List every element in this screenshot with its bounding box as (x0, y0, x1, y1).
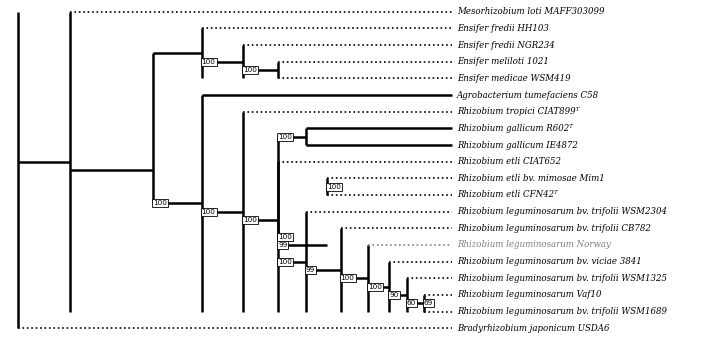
Text: 100: 100 (278, 259, 292, 265)
Text: Rhizobium gallicum R602ᵀ: Rhizobium gallicum R602ᵀ (457, 124, 573, 133)
Text: Rhizobium leguminosarum Vaf10: Rhizobium leguminosarum Vaf10 (457, 290, 601, 300)
Text: 60: 60 (407, 300, 416, 306)
Text: 100: 100 (278, 234, 292, 240)
Text: 100: 100 (369, 284, 382, 290)
Text: 100: 100 (201, 59, 216, 65)
Text: 90: 90 (389, 292, 398, 298)
Text: 100: 100 (243, 67, 257, 73)
Text: Rhizobium leguminosarum bv. viciae 3841: Rhizobium leguminosarum bv. viciae 3841 (457, 257, 642, 266)
Text: 100: 100 (278, 134, 292, 140)
Text: Rhizobium etli CIAT652: Rhizobium etli CIAT652 (457, 157, 561, 166)
Text: Mesorhizobium loti MAFF303099: Mesorhizobium loti MAFF303099 (457, 7, 605, 16)
Text: Agrobacterium tumefaciens C58: Agrobacterium tumefaciens C58 (457, 90, 599, 100)
Text: Rhizobium gallicum IE4872: Rhizobium gallicum IE4872 (457, 140, 578, 150)
Text: 69: 69 (424, 300, 433, 306)
Text: Rhizobium etli bv. mimosae Mim1: Rhizobium etli bv. mimosae Mim1 (457, 174, 605, 183)
Text: Ensifer fredii HH103: Ensifer fredii HH103 (457, 24, 549, 33)
Text: 100: 100 (340, 275, 354, 281)
Text: 100: 100 (327, 184, 340, 190)
Text: Rhizobium leguminosarum bv. trifolii WSM2304: Rhizobium leguminosarum bv. trifolii WSM… (457, 207, 667, 216)
Text: 99: 99 (306, 267, 315, 273)
Text: Rhizobium etli CFN42ᵀ: Rhizobium etli CFN42ᵀ (457, 190, 558, 200)
Text: 100: 100 (243, 217, 257, 223)
Text: Rhizobium leguminosarum bv. trifolii WSM1689: Rhizobium leguminosarum bv. trifolii WSM… (457, 307, 667, 316)
Text: Rhizobium leguminosarum Norway: Rhizobium leguminosarum Norway (457, 240, 611, 250)
Text: Bradyrhizobium japonicum USDA6: Bradyrhizobium japonicum USDA6 (457, 324, 610, 333)
Text: 100: 100 (153, 200, 167, 206)
Text: Ensifer fredii NGR234: Ensifer fredii NGR234 (457, 40, 554, 50)
Text: Rhizobium leguminosarum bv. trifolii CB782: Rhizobium leguminosarum bv. trifolii CB7… (457, 224, 651, 233)
Text: 99: 99 (278, 242, 287, 248)
Text: Rhizobium tropici CIAT899ᵀ: Rhizobium tropici CIAT899ᵀ (457, 107, 579, 116)
Text: 100: 100 (201, 209, 216, 215)
Text: Ensifer medicae WSM419: Ensifer medicae WSM419 (457, 74, 571, 83)
Text: Ensifer meliloti 1021: Ensifer meliloti 1021 (457, 57, 549, 66)
Text: Rhizobium leguminosarum bv. trifolii WSM1325: Rhizobium leguminosarum bv. trifolii WSM… (457, 274, 667, 283)
